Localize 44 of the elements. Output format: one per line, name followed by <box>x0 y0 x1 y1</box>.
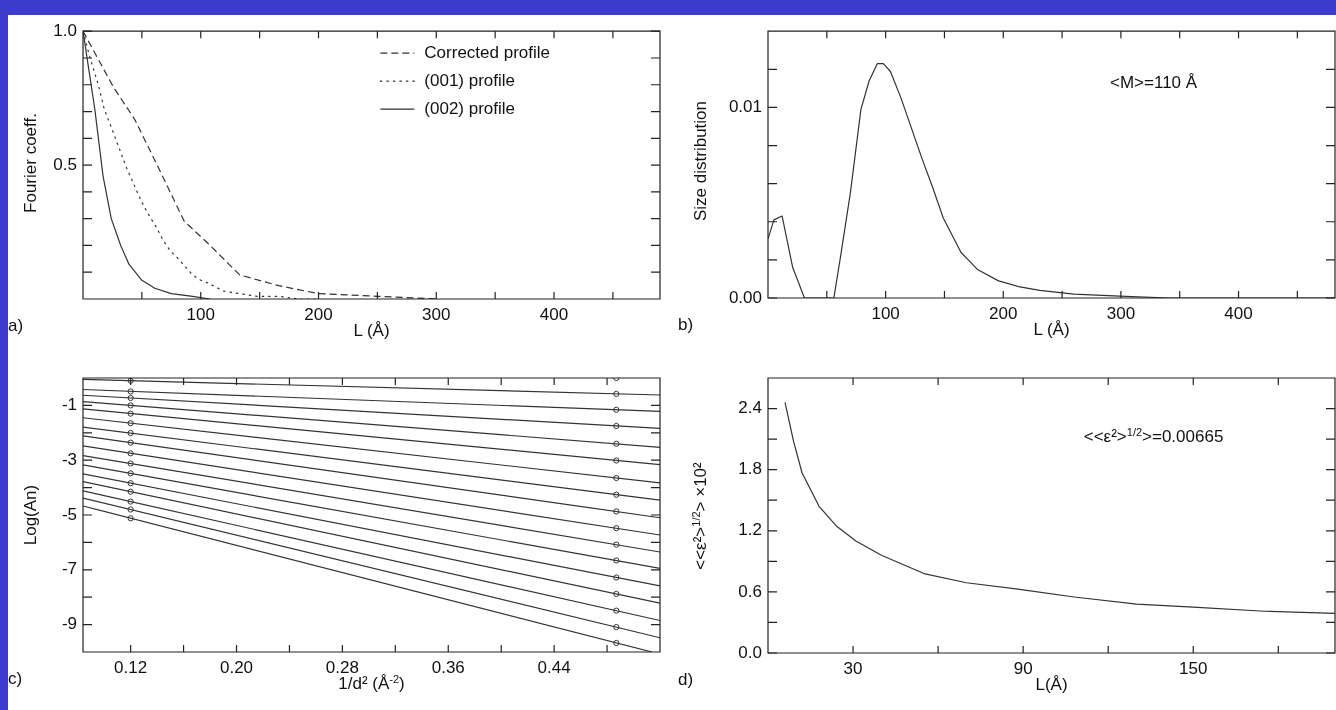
y-tick-label: 2.4 <box>738 398 762 418</box>
x-axis-title: L (Å) <box>1033 319 1070 339</box>
text: b) <box>678 314 694 334</box>
x-axis-title: L (Å) <box>353 320 390 340</box>
x-tick-label: 0.20 <box>219 657 254 677</box>
y-tick-label: 0.6 <box>738 581 762 601</box>
x-tick-label: 0.44 <box>537 657 571 677</box>
legend-label: (002) profile <box>424 98 516 118</box>
y-axis-title: Size distribution <box>690 100 710 222</box>
text: a) <box>8 315 24 335</box>
x-tick-label: 300 <box>1106 303 1136 323</box>
x-tick-label: 150 <box>1179 658 1208 678</box>
y-tick-label: 0.01 <box>728 97 762 117</box>
y-tick-label: -5 <box>61 504 77 524</box>
annotation: <M>=110 Å <box>1109 72 1198 92</box>
x-tick-label: 100 <box>871 303 900 323</box>
legend-label: Corrected profile <box>424 42 551 62</box>
legend-label: (001) profile <box>424 70 516 90</box>
y-tick-label: 1.8 <box>738 459 762 479</box>
y-tick-label: -9 <box>61 614 77 634</box>
x-tick-label: 0.36 <box>431 657 465 677</box>
y-tick-label: -3 <box>61 449 77 469</box>
text: c) <box>8 668 23 688</box>
x-tick-label: 100 <box>186 304 215 324</box>
y-tick-label: 0.5 <box>53 154 77 174</box>
y-tick-label: 1.0 <box>53 20 77 40</box>
x-tick-label: 400 <box>1224 303 1253 323</box>
x-tick-label: 200 <box>304 304 333 324</box>
x-tick-label: 200 <box>989 303 1018 323</box>
x-tick-label: 0.12 <box>114 657 148 677</box>
text: d) <box>678 669 694 689</box>
annotation: <<ε²>$^{1/2}$>=0.00665 <box>1083 425 1224 447</box>
y-tick-label: 1.2 <box>738 520 762 540</box>
y-axis-title: Fourier coeff. <box>20 112 40 213</box>
x-tick-label: 400 <box>539 304 569 324</box>
y-tick-label: -1 <box>61 395 77 415</box>
y-tick-label: 0.0 <box>738 642 762 662</box>
y-tick-label: 0.00 <box>728 287 762 307</box>
y-axis-title: Log(An) <box>20 484 40 546</box>
x-tick-label: 90 <box>1013 658 1033 678</box>
x-tick-label: 30 <box>843 658 863 678</box>
x-tick-label: 300 <box>422 304 451 324</box>
y-tick-label: -7 <box>61 559 77 579</box>
x-axis-title: L(Å) <box>1035 674 1068 694</box>
